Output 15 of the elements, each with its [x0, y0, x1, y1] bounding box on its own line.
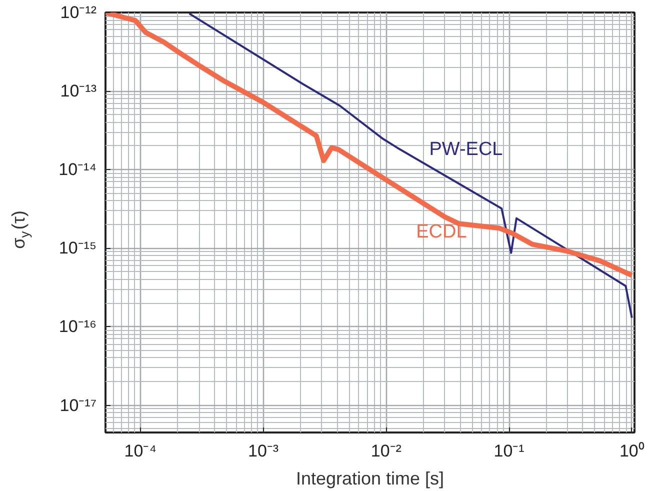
y-tick-label: 10⁻¹³ — [60, 82, 97, 101]
y-tick-label: 10⁻¹⁷ — [60, 396, 97, 415]
x-axis-title: Integration time [s] — [296, 468, 444, 488]
x-tick-label: 10⁻⁴ — [124, 442, 157, 460]
y-tick-label: 10⁻¹⁵ — [58, 238, 97, 258]
series-label: PW-ECL — [429, 139, 503, 160]
y-tick-label: 10⁻¹² — [60, 3, 97, 22]
y-tick-label: 10⁻¹⁴ — [58, 160, 96, 180]
x-tick-label: 10⁻³ — [248, 442, 279, 460]
x-tick-label: 10⁻² — [370, 442, 402, 460]
series-label: ECDL — [416, 221, 467, 242]
y-tick-label: 10⁻¹⁶ — [58, 317, 97, 336]
x-tick-label: 10⁻¹ — [494, 442, 525, 460]
y-axis-title: σy(τ) — [8, 210, 32, 249]
x-tick-label: 10⁰ — [619, 442, 644, 460]
